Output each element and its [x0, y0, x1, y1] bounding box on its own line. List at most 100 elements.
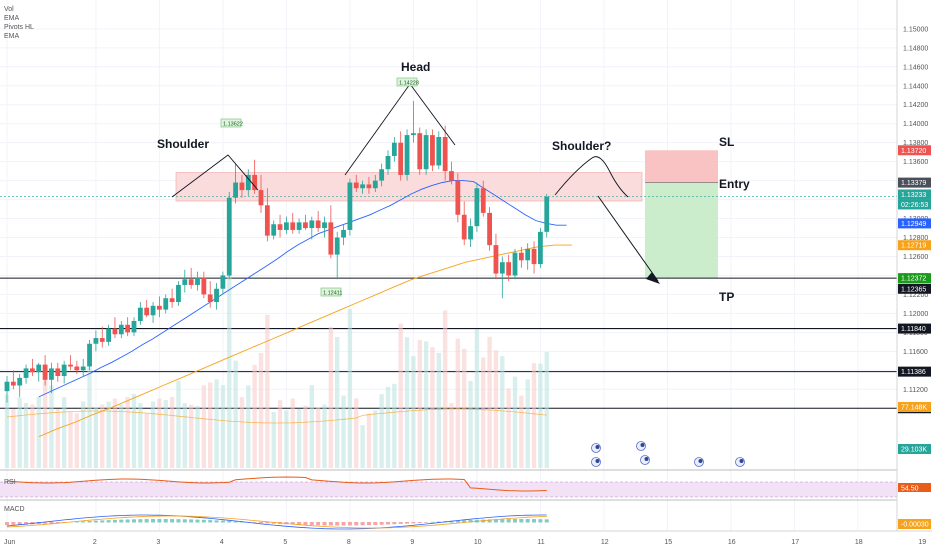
time-tick-label: 2	[93, 539, 97, 546]
candle	[461, 201, 467, 246]
volume-bar	[11, 409, 16, 468]
candle	[449, 161, 454, 185]
indicator-tag: 77.148K	[898, 402, 931, 412]
volume-bar	[379, 394, 384, 468]
candle	[455, 173, 461, 223]
time-tick-label: 4	[220, 539, 224, 546]
candle	[353, 174, 359, 192]
candle	[239, 174, 245, 198]
volume-bar	[392, 383, 397, 468]
candle	[499, 256, 505, 299]
rsi-label[interactable]: RSI	[4, 479, 16, 486]
volume-bar	[335, 337, 340, 468]
indicator-label-ema-2[interactable]: EMA	[4, 33, 20, 40]
candle-body	[296, 222, 302, 230]
price-tag-text: 1.13720	[901, 148, 926, 155]
volume-bar	[531, 363, 537, 468]
volume-bar	[68, 411, 73, 468]
volume-bar	[449, 403, 454, 468]
macd-histogram-bar	[138, 519, 143, 523]
candle	[334, 231, 340, 280]
candle-body	[214, 288, 219, 303]
time-tick-label: 11	[537, 539, 544, 546]
candle	[315, 210, 321, 232]
candle	[99, 326, 105, 348]
candle	[518, 247, 524, 268]
macd-histogram-bar	[500, 519, 505, 523]
volume-bar	[309, 385, 314, 468]
price-tick-label: 1.12600	[903, 254, 928, 261]
candle-body	[80, 366, 86, 371]
calendar-event-icon	[694, 457, 704, 467]
candle	[42, 355, 48, 386]
indicator-tag: 54.50	[898, 483, 931, 493]
volume-bar	[169, 397, 175, 468]
volume-bar	[493, 350, 499, 468]
volume-bar	[42, 367, 48, 468]
candle-body	[442, 136, 448, 172]
candle-body	[525, 248, 531, 261]
candle	[303, 214, 308, 230]
macd-histogram-bar	[214, 520, 219, 523]
macd-histogram-bar	[532, 519, 537, 523]
macd-histogram-bar	[525, 519, 530, 523]
macd-histogram-bar	[201, 519, 206, 523]
volume-bar	[125, 397, 130, 468]
macd-label[interactable]: MACD	[4, 506, 25, 513]
annotation-sl: SL	[719, 135, 734, 149]
price-tag-bg	[898, 323, 931, 334]
candle-body	[315, 220, 321, 229]
candle	[347, 178, 353, 236]
candle-body	[493, 245, 499, 274]
macd-histogram-bar	[309, 522, 314, 526]
volume-bar	[233, 360, 238, 468]
candle-body	[303, 222, 308, 229]
indicator-tag-text: 77.148K	[901, 405, 927, 412]
price-tag-bg	[898, 283, 931, 294]
indicator-tag-bg	[898, 469, 931, 479]
volume-bar	[373, 410, 378, 468]
candle-body	[118, 324, 124, 335]
time-tick-label: 17	[791, 539, 799, 546]
candle-body	[506, 262, 512, 276]
candle	[201, 271, 207, 299]
event-icon-dot	[640, 443, 645, 447]
macd-histogram-bar	[100, 520, 105, 523]
volume-bar	[227, 253, 232, 468]
volume-bar	[100, 404, 105, 468]
candle	[49, 362, 54, 394]
rsi-pane	[0, 469, 897, 498]
candle-body	[4, 381, 10, 392]
candle	[112, 317, 118, 339]
volume-bar	[341, 395, 346, 468]
indicator-label-vol[interactable]: Vol	[4, 6, 14, 13]
time-tick-label: 5	[283, 539, 287, 546]
volume-bar	[258, 353, 264, 468]
candle	[480, 180, 486, 217]
annotation-shoulder-left: Shoulder	[157, 137, 209, 151]
candle-body	[61, 364, 67, 376]
volume-bar	[500, 356, 505, 468]
candle-body	[411, 133, 416, 136]
indicator-label-ema[interactable]: EMA	[4, 15, 20, 22]
price-tag: 1.13233	[898, 189, 931, 200]
candle	[360, 180, 365, 194]
time-axis[interactable]: Jun2345891011121516171819222324	[0, 530, 932, 546]
candle-body	[455, 180, 461, 215]
volume-bar	[462, 348, 467, 468]
macd-histogram-bar	[227, 520, 232, 523]
annotation-shoulder-right: Shoulder?	[552, 139, 611, 153]
indicator-label-pivots[interactable]: Pivots HL	[4, 24, 34, 31]
macd-histogram-bar	[151, 519, 156, 523]
candle-body	[385, 155, 391, 170]
candle	[74, 360, 80, 375]
price-tick-label: 1.13600	[903, 159, 928, 166]
macd-histogram-bar	[513, 519, 517, 523]
indicator-tag: 0.00500	[898, 503, 931, 513]
calendar-event-icon	[735, 457, 745, 467]
candle-body	[353, 182, 359, 189]
candle-body	[461, 214, 467, 240]
event-icon-dot	[595, 459, 600, 463]
